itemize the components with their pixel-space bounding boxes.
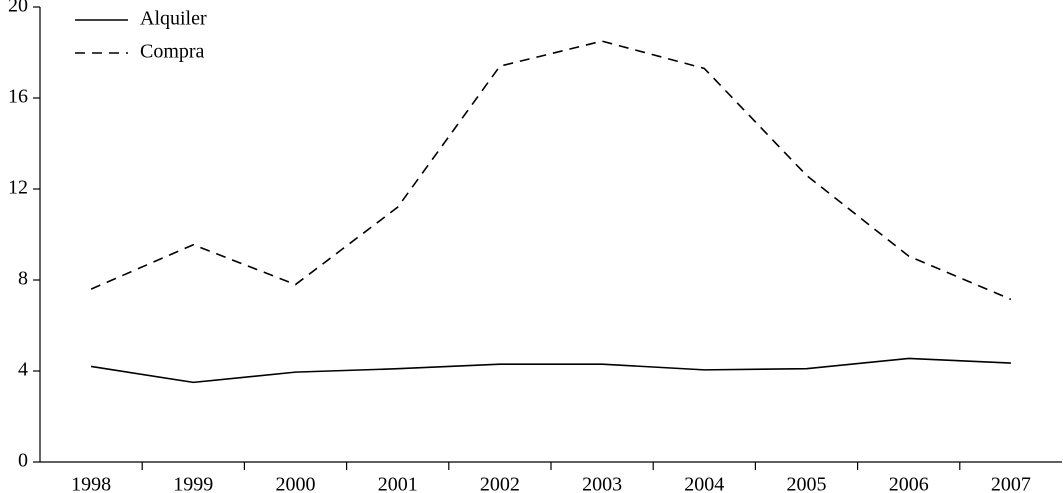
series-line [90, 40, 1012, 301]
legend-label: Compra [140, 41, 205, 63]
x-tick-label: 2007 [991, 474, 1031, 493]
x-tick-label: 2002 [480, 474, 520, 493]
x-tick-label: 2006 [889, 474, 929, 493]
x-tick-label: 2003 [582, 474, 622, 493]
y-tick-label: 20 [8, 0, 28, 17]
y-tick-label: 12 [8, 177, 28, 199]
y-tick-label: 16 [8, 86, 28, 108]
y-tick-label: 4 [18, 359, 28, 381]
y-tick-label: 8 [18, 268, 28, 290]
legend-label: Alquiler [140, 8, 207, 30]
x-tick-label: 1998 [71, 474, 111, 493]
x-tick-label: 2004 [684, 474, 724, 493]
x-tick-label: 2005 [787, 474, 827, 493]
x-tick-label: 1999 [173, 474, 213, 493]
y-tick-label: 0 [18, 450, 28, 472]
x-tick-label: 2000 [276, 474, 316, 493]
x-tick-label: 2001 [378, 474, 418, 493]
series-line [90, 357, 1011, 384]
